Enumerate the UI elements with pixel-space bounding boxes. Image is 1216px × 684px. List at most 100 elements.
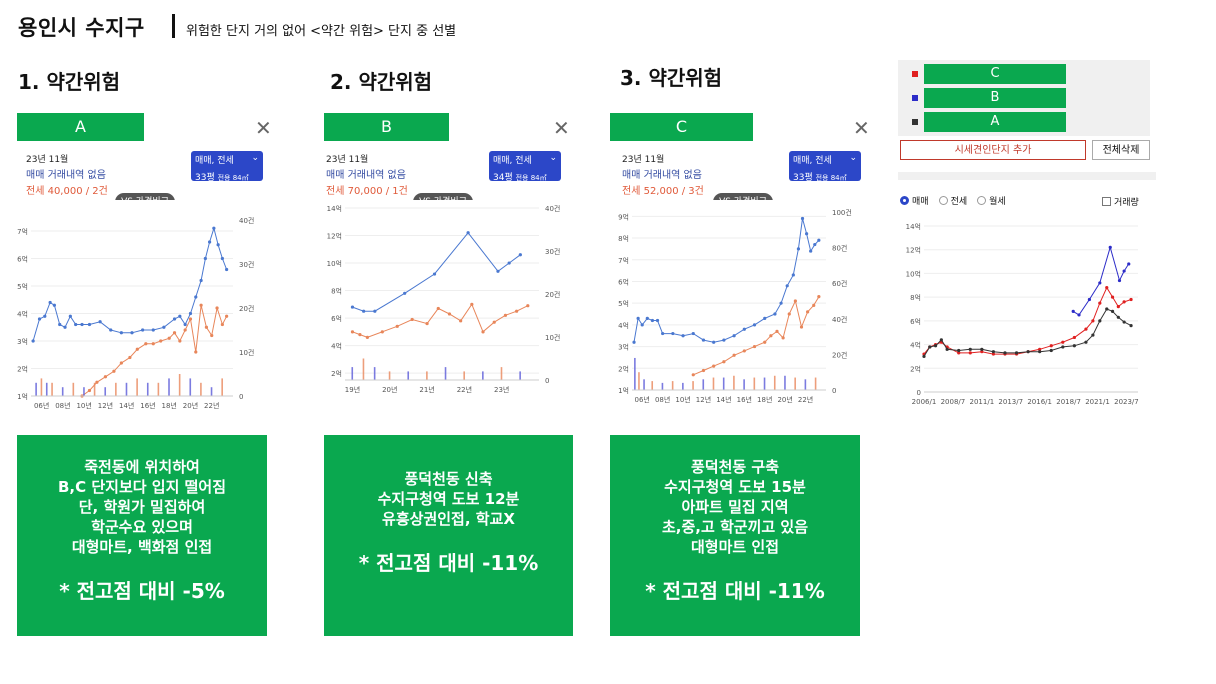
data-point bbox=[968, 347, 972, 351]
volume-bar bbox=[146, 382, 149, 396]
data-point bbox=[957, 348, 961, 353]
compare-item-c[interactable]: C bbox=[912, 64, 1066, 84]
data-point bbox=[507, 261, 511, 265]
close-icon[interactable]: ✕ bbox=[853, 116, 870, 140]
radio-label: 매매 bbox=[912, 197, 929, 207]
x-tick-label: 06년 bbox=[635, 395, 650, 404]
area-badge[interactable]: 매매, 전세 ⌄ 34평 전용 84㎡ bbox=[489, 151, 561, 183]
data-point bbox=[817, 238, 821, 242]
volume-bar bbox=[482, 371, 484, 380]
x-tick-label: 18년 bbox=[162, 401, 177, 410]
data-point bbox=[1105, 307, 1109, 311]
volume-bar bbox=[426, 371, 428, 380]
data-point bbox=[1049, 344, 1053, 348]
compare-items: C B A bbox=[912, 64, 1066, 132]
data-point bbox=[144, 342, 148, 346]
series-line-jeonse bbox=[693, 296, 820, 376]
area-badge[interactable]: 매매, 전세 ⌄ 33평 전용 84㎡ bbox=[191, 151, 263, 183]
data-point bbox=[1098, 301, 1102, 305]
y-tick-label: 5억 bbox=[618, 300, 629, 308]
data-point bbox=[459, 319, 463, 323]
y-tick-label: 12억 bbox=[906, 247, 921, 255]
data-point bbox=[796, 247, 801, 251]
info-jeonse: 전세 52,000 / 3건 bbox=[622, 186, 704, 197]
peak-drop-text: * 전고점 대비 -11% bbox=[645, 579, 825, 603]
volume-bar bbox=[168, 378, 170, 396]
data-point bbox=[742, 327, 746, 331]
x-tick-label: 20년 bbox=[382, 385, 397, 394]
data-point bbox=[162, 325, 166, 329]
y-tick-label: 2억 bbox=[17, 366, 28, 374]
data-point bbox=[188, 317, 193, 321]
radio-jeonse[interactable]: 전세 bbox=[938, 194, 968, 207]
radio-sale[interactable]: 매매 bbox=[900, 194, 929, 207]
delete-all-button[interactable]: 전체삭제 bbox=[1092, 140, 1150, 160]
data-point bbox=[1116, 305, 1120, 309]
y-tick-label: 0 bbox=[917, 389, 921, 397]
data-point bbox=[350, 330, 355, 334]
data-point bbox=[518, 253, 522, 257]
radio-label: 전세 bbox=[950, 197, 968, 207]
y2-tick-label: 40건 bbox=[239, 216, 254, 225]
section-heading-2: 2. 약간위험 bbox=[330, 70, 433, 94]
volume-bar bbox=[35, 382, 37, 396]
data-point bbox=[1026, 350, 1030, 354]
y-tick-label: 2억 bbox=[331, 370, 342, 378]
data-point bbox=[447, 312, 452, 316]
volume-bar bbox=[643, 379, 645, 390]
volume-bar bbox=[51, 382, 53, 396]
badge-area: 전용 84㎡ bbox=[217, 174, 249, 182]
data-point bbox=[779, 301, 783, 305]
data-point bbox=[1122, 300, 1126, 304]
volume-bar bbox=[40, 378, 43, 396]
data-point bbox=[178, 314, 182, 318]
data-point bbox=[130, 331, 134, 335]
data-point bbox=[701, 338, 706, 342]
data-point bbox=[466, 231, 470, 235]
data-point bbox=[1129, 297, 1133, 302]
compare-item-a[interactable]: A bbox=[912, 112, 1066, 132]
series-line-jeonse bbox=[352, 303, 529, 338]
y2-tick-label: 20건 bbox=[239, 304, 254, 313]
data-point bbox=[722, 338, 726, 342]
y-tick-label: 10억 bbox=[906, 270, 921, 278]
y2-tick-label: 80건 bbox=[832, 244, 847, 253]
color-marker bbox=[912, 119, 918, 125]
data-point bbox=[178, 339, 182, 343]
data-point bbox=[991, 352, 996, 356]
badge-size: 33평 bbox=[195, 173, 215, 183]
volume-bar bbox=[463, 371, 465, 380]
info-no-sale: 매매 거래내역 없음 bbox=[622, 170, 702, 181]
x-tick-label: 22년 bbox=[204, 401, 219, 410]
data-point bbox=[1084, 340, 1088, 344]
y2-tick-label: 40건 bbox=[545, 204, 560, 213]
volume-checkbox[interactable]: 거래량 bbox=[1102, 195, 1139, 208]
price-chart-c: 1억 2억 3억 4억 5억 6억 7억 8억 9억 0 20건 40건 60건 80건 100건 06년 08… bbox=[610, 200, 862, 418]
add-complex-button[interactable]: 시세견인단지 추가 bbox=[900, 140, 1086, 160]
data-point bbox=[496, 269, 500, 273]
price-chart-a: 1억 2억 3억 4억 5억 6억 7억 0 10건 20건 30건 40건 06년 08년 10년 12년 1… bbox=[17, 200, 269, 418]
close-icon[interactable]: ✕ bbox=[553, 116, 570, 140]
data-point bbox=[109, 328, 113, 332]
x-tick-label: 10년 bbox=[76, 401, 91, 410]
area-badge[interactable]: 매매, 전세 ⌄ 33평 전용 84㎡ bbox=[789, 151, 861, 183]
info-month: 23년 11월 bbox=[26, 155, 69, 165]
data-point bbox=[632, 340, 636, 344]
volume-bar bbox=[519, 371, 521, 380]
radio-monthly[interactable]: 월세 bbox=[977, 194, 1006, 207]
data-point bbox=[37, 317, 42, 321]
y-tick-label: 2억 bbox=[618, 365, 629, 373]
data-point bbox=[813, 242, 817, 247]
chevron-down-icon: ⌄ bbox=[549, 153, 557, 163]
page-title: 용인시 수지구 bbox=[18, 16, 145, 40]
data-point bbox=[373, 309, 377, 313]
data-point bbox=[1003, 351, 1007, 355]
compare-item-b[interactable]: B bbox=[912, 88, 1066, 108]
price-chart-b: 2억 4억 6억 8억 10억 12억 14억 0 10건 20건 30건 40건 19년 20년 21년 2… bbox=[323, 200, 575, 418]
chevron-down-icon: ⌄ bbox=[251, 153, 259, 163]
color-marker bbox=[912, 95, 918, 101]
info-jeonse: 전세 70,000 / 1건 bbox=[326, 186, 408, 197]
data-point bbox=[199, 278, 203, 283]
description-text: 풍덕천동 구축 수지구청역 도보 15분 아파트 밀집 지역 초,중,고 학군끼… bbox=[661, 458, 809, 556]
close-icon[interactable]: ✕ bbox=[255, 116, 272, 140]
